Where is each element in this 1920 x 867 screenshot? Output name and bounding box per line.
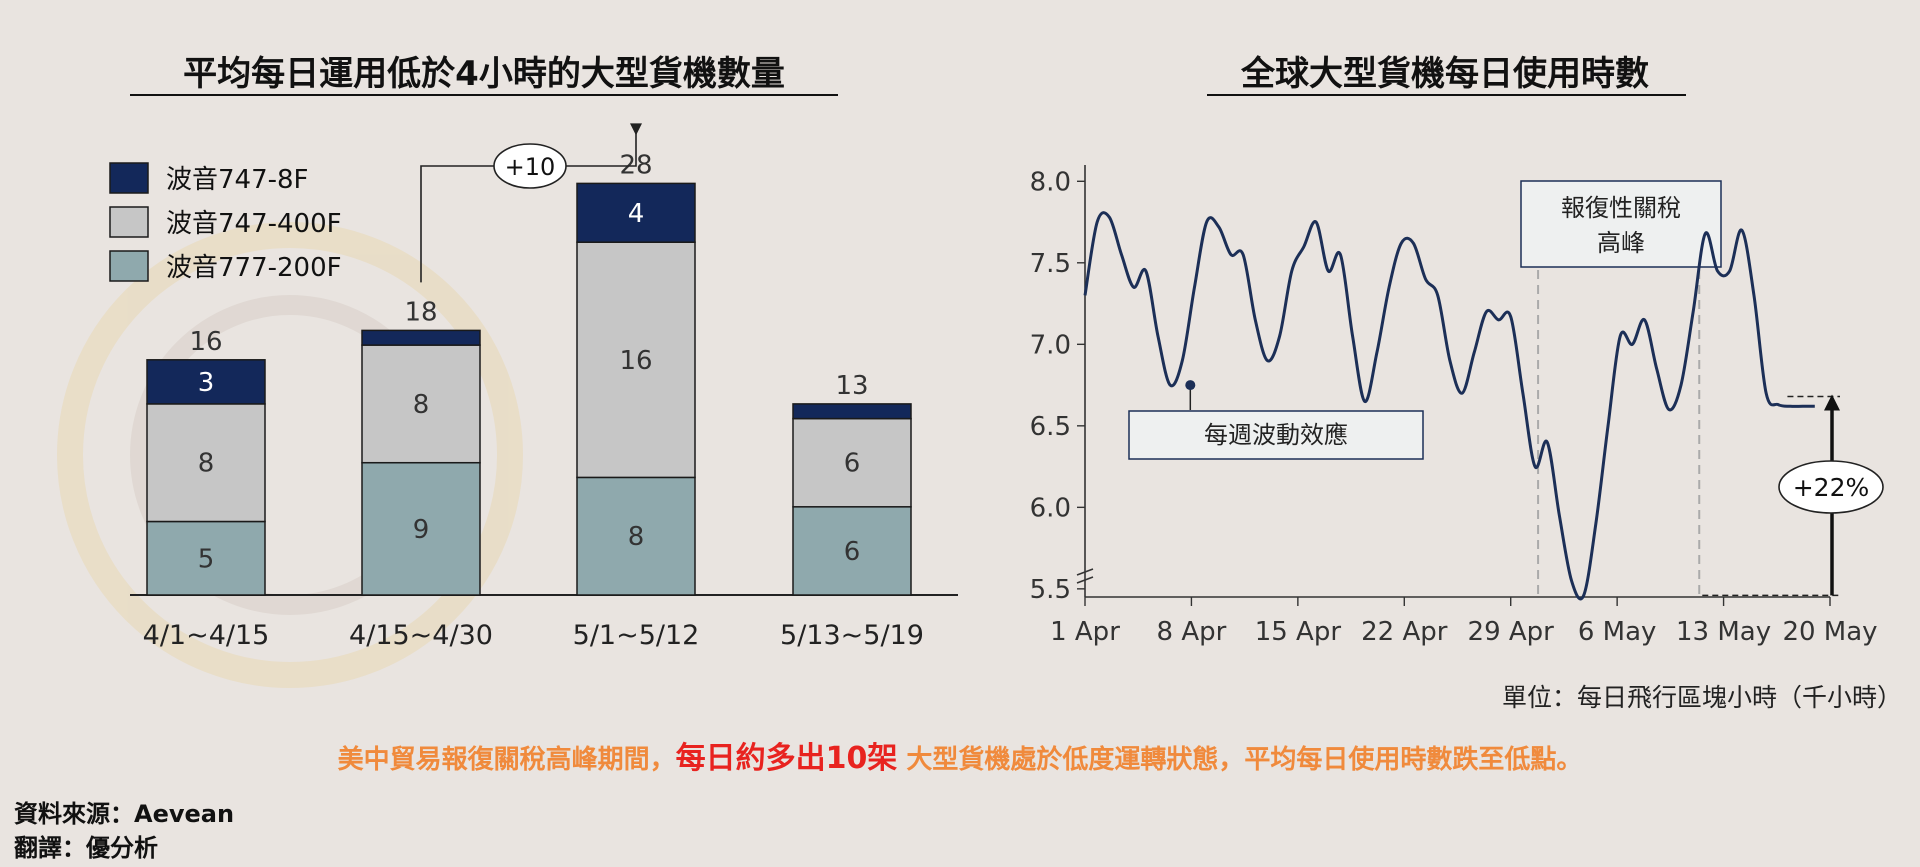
bar-segment-label: 6 [844, 537, 861, 567]
unit-label: 單位：每日飛行區塊小時（千小時） [1502, 683, 1902, 712]
bar-segment-label: 3 [198, 368, 215, 398]
bar-category-label: 4/15~4/30 [349, 620, 493, 651]
bar-segment-label: 8 [628, 522, 645, 552]
arrow-up-icon [1824, 394, 1840, 411]
bar-category-label: 5/13~5/19 [780, 620, 924, 651]
weekly-label: 每週波動效應 [1204, 421, 1348, 449]
bar-stack-1: 5 8 3 16 4/1~4/15 [143, 327, 270, 651]
bar-segment [361, 461, 481, 596]
x-tick-label: 22 Apr [1361, 617, 1448, 647]
legend-swatch [109, 206, 149, 238]
bar-segment [792, 417, 912, 508]
summary-text: 美中貿易報復關稅高峰期間，每日約多出10架 大型貨機處於低度運轉狀態，平均每日使… [0, 733, 1920, 777]
x-tick-label: 8 Apr [1157, 617, 1227, 647]
y-tick-label: 5.5 [1030, 575, 1071, 605]
source-credit: 資料來源：Aevean [14, 800, 235, 828]
bar-segment [361, 344, 481, 464]
legend-label: 波音747-8F [166, 165, 309, 195]
bar-category-label: 5/1~5/12 [573, 620, 700, 651]
annotation-label: +10 [505, 153, 556, 181]
bar-segment-label: 8 [198, 449, 215, 479]
bar-legend: 波音747-8F 波音747-400F 波音777-200F [109, 162, 342, 283]
bar-segment [792, 403, 912, 420]
bar-segment [792, 506, 912, 596]
bar-segment [576, 182, 696, 243]
bar-increase-annotation: +10 [420, 123, 642, 283]
usage-line [1083, 211, 1815, 601]
bar-chart: 平均每日運用低於4小時的大型貨機數量 5 8 3 16 4/1~4/15 9 8 18 4/15~… [109, 54, 958, 651]
x-tick-label: 20 May [1782, 617, 1877, 647]
y-tick-label: 6.0 [1030, 493, 1071, 523]
bar-total-label: 18 [404, 297, 437, 327]
period-label-line2: 高峰 [1597, 229, 1645, 257]
period-label-line1: 報復性關稅 [1561, 194, 1681, 222]
legend-swatch [109, 162, 149, 194]
bar-total-label: 13 [835, 371, 868, 401]
legend-label: 波音747-400F [166, 209, 342, 239]
weekly-pointer-dot [1185, 380, 1196, 391]
x-tick-label: 13 May [1676, 617, 1771, 647]
summary-part2: 大型貨機處於低度運轉狀態，平均每日使用時數跌至低點。 [897, 745, 1583, 775]
bar-total-label: 16 [189, 327, 222, 357]
bar-segment-label: 8 [413, 390, 430, 420]
increase-bubble [1778, 460, 1884, 514]
annotation-bubble [493, 143, 567, 189]
summary-highlight: 每日約多出10架 [675, 741, 898, 776]
x-tick-label: 15 Apr [1255, 617, 1342, 647]
bar-segment-label: 6 [844, 449, 861, 479]
x-tick-label: 29 Apr [1468, 617, 1555, 647]
line-chart: 全球大型貨機每日使用時數 8.0 7.5 7.0 6.5 6.0 5.5 1 Apr 8 Apr… [1030, 54, 1902, 712]
bar-segment-label: 5 [198, 544, 215, 574]
y-tick-label: 7.0 [1030, 330, 1071, 360]
x-tick-label: 6 May [1578, 617, 1657, 647]
bar-segment-label: 16 [619, 346, 652, 376]
bar-segment [146, 520, 266, 596]
legend-swatch [109, 250, 149, 282]
x-tick-label: 1 Apr [1050, 617, 1120, 647]
bar-segment-label: 9 [413, 515, 430, 545]
bar-stack-4: 6 6 13 5/13~5/19 [780, 371, 924, 651]
bar-segment [576, 241, 696, 479]
increase-22-annotation: +22% [1702, 394, 1884, 597]
bar-segment [361, 329, 481, 346]
weekly-label-box [1128, 410, 1424, 460]
bar-segment [146, 359, 266, 405]
bar-category-label: 4/1~4/15 [143, 620, 270, 651]
legend-label: 波音777-200F [166, 253, 342, 283]
y-tick-label: 7.5 [1030, 249, 1071, 279]
arrow-down-icon [630, 123, 642, 136]
line-chart-title: 全球大型貨機每日使用時數 [1240, 54, 1649, 94]
translation-credit: 翻譯：優分析 [14, 834, 158, 862]
axis-break-mark [1076, 568, 1094, 576]
weekly-effect-annotation: 每週波動效應 [1128, 380, 1424, 460]
y-tick-label: 6.5 [1030, 412, 1071, 442]
increase-label: +22% [1793, 473, 1870, 502]
period-box [1520, 180, 1722, 268]
y-tick-label: 8.0 [1030, 167, 1071, 197]
axis-break-mark [1076, 576, 1094, 584]
watermark-ring-icon [57, 222, 523, 688]
bar-chart-title: 平均每日運用低於4小時的大型貨機數量 [183, 54, 785, 94]
summary-part1: 美中貿易報復關稅高峰期間， [337, 745, 676, 775]
bar-segment [576, 476, 696, 596]
bar-segment-label: 4 [628, 199, 645, 229]
bar-stack-2: 9 8 18 4/15~4/30 [349, 297, 493, 651]
